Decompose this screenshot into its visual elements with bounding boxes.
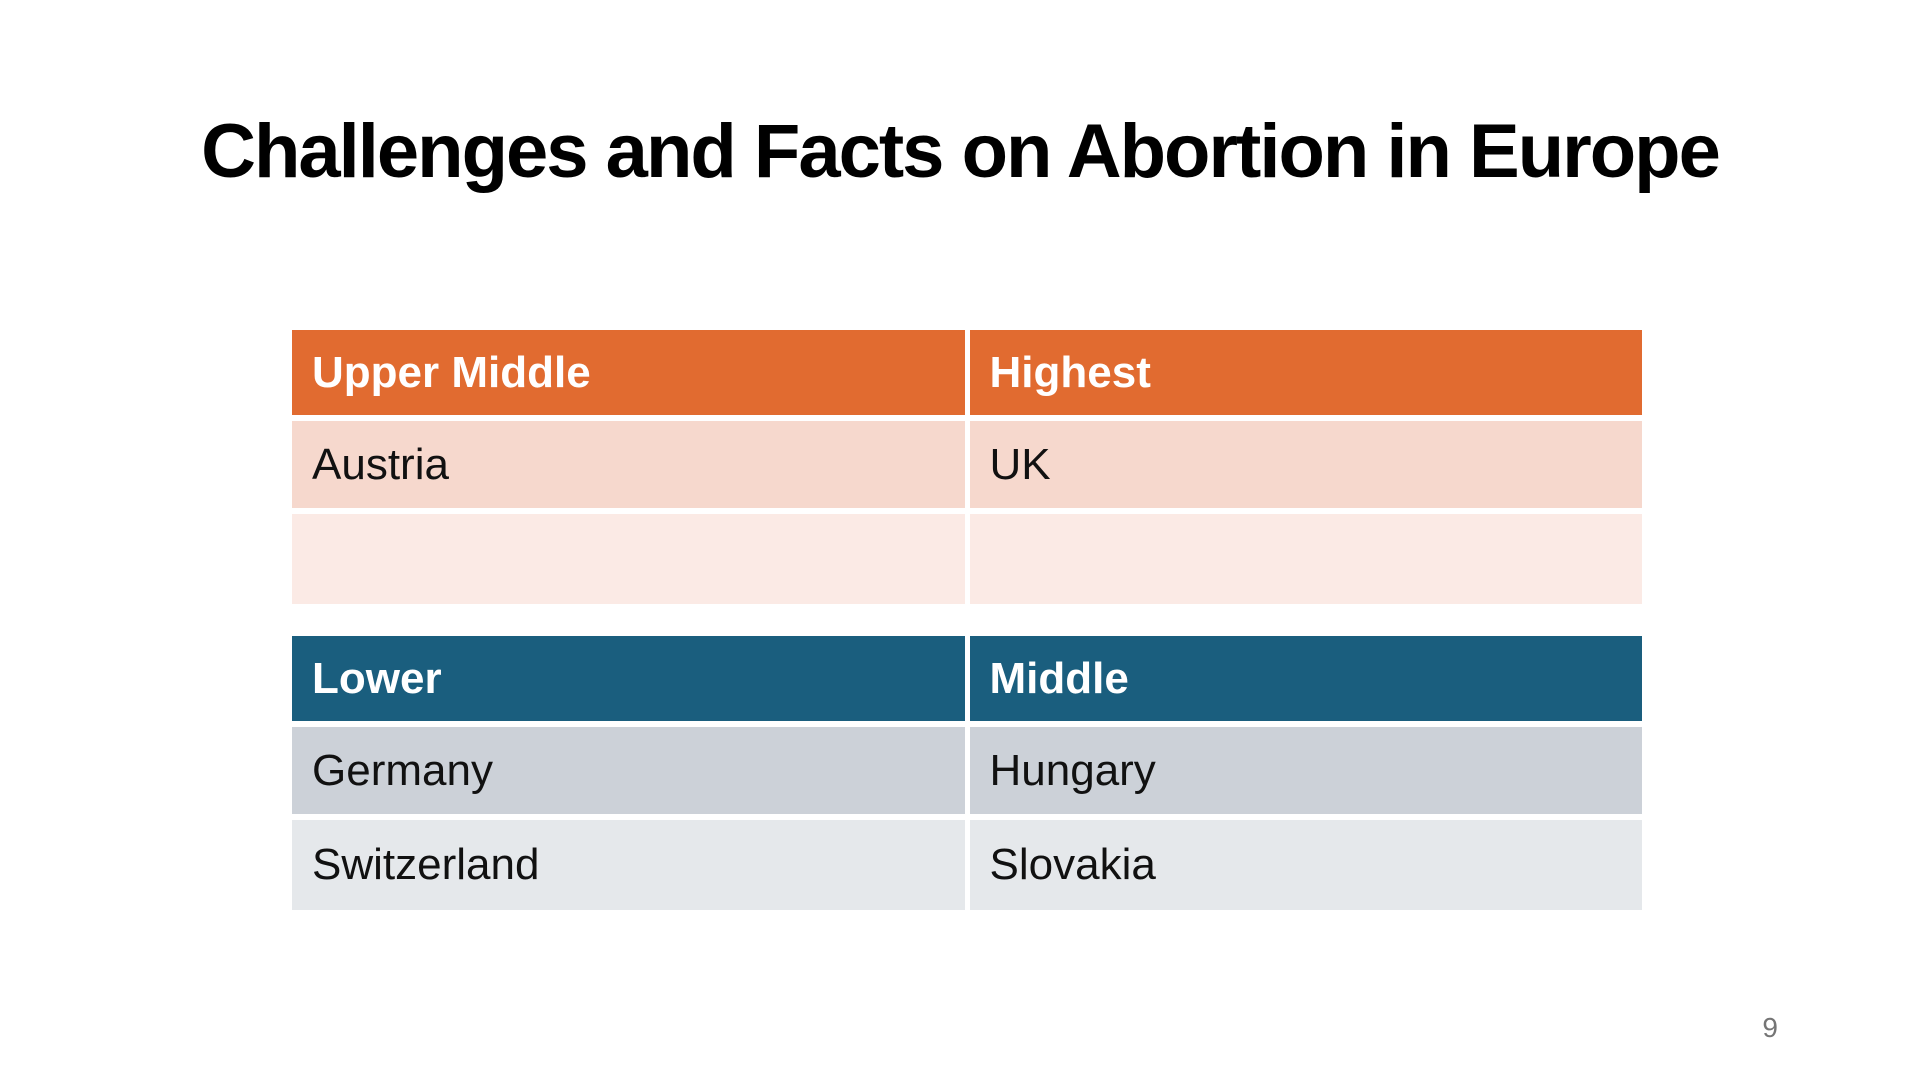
- table-row: [292, 514, 1642, 604]
- table-row: Germany Hungary: [292, 727, 1642, 814]
- table2-cell-hungary: Hungary: [969, 727, 1642, 814]
- slide-title: Challenges and Facts on Abortion in Euro…: [201, 109, 1721, 194]
- table2-cell-switzerland: Switzerland: [292, 820, 965, 910]
- table1-header-upper-middle: Upper Middle: [292, 330, 965, 415]
- table2-header-middle: Middle: [969, 636, 1642, 721]
- table-abortion-rates-lower: Lower Middle Germany Hungary Switzerland…: [292, 636, 1642, 910]
- table2-cell-slovakia: Slovakia: [969, 820, 1642, 910]
- table1-header-highest: Highest: [969, 330, 1642, 415]
- table-abortion-rates-upper: Upper Middle Highest Austria UK: [292, 330, 1642, 604]
- table1-cell-empty-left: [292, 514, 965, 604]
- table-row: Austria UK: [292, 421, 1642, 508]
- table1-cell-austria: Austria: [292, 421, 965, 508]
- table1-cell-uk: UK: [969, 421, 1642, 508]
- table-header-row: Lower Middle: [292, 636, 1642, 721]
- table1-cell-empty-right: [969, 514, 1642, 604]
- table-row: Switzerland Slovakia: [292, 820, 1642, 910]
- table-header-row: Upper Middle Highest: [292, 330, 1642, 415]
- table2-cell-germany: Germany: [292, 727, 965, 814]
- table2-header-lower: Lower: [292, 636, 965, 721]
- page-number: 9: [1762, 1012, 1778, 1043]
